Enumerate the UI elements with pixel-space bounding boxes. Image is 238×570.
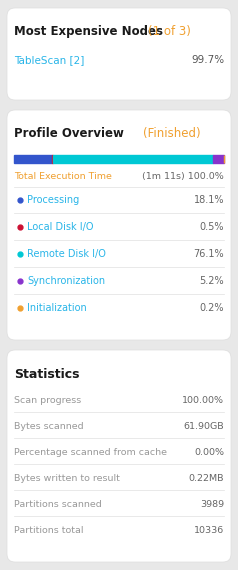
Text: Bytes written to result: Bytes written to result <box>14 474 120 483</box>
Text: 10336: 10336 <box>194 526 224 535</box>
Text: Remote Disk I/O: Remote Disk I/O <box>27 249 106 259</box>
Text: 100.00%: 100.00% <box>182 396 224 405</box>
Text: 0.22MB: 0.22MB <box>188 474 224 483</box>
Text: Profile Overview: Profile Overview <box>14 127 124 140</box>
Text: Total Execution Time: Total Execution Time <box>14 172 112 181</box>
Text: Scan progress: Scan progress <box>14 396 81 405</box>
Text: 0.5%: 0.5% <box>199 222 224 232</box>
Bar <box>53 155 213 163</box>
Text: Partitions scanned: Partitions scanned <box>14 500 102 509</box>
Text: Most Expensive Nodes: Most Expensive Nodes <box>14 25 163 38</box>
Bar <box>52 155 53 163</box>
Text: Synchronization: Synchronization <box>27 276 105 286</box>
Text: (Finished): (Finished) <box>143 127 201 140</box>
Bar <box>223 155 224 163</box>
Bar <box>14 155 52 163</box>
Text: Partitions total: Partitions total <box>14 526 84 535</box>
Bar <box>213 155 223 163</box>
Text: Local Disk I/O: Local Disk I/O <box>27 222 94 232</box>
Text: (1 of 3): (1 of 3) <box>148 25 191 38</box>
Text: 76.1%: 76.1% <box>193 249 224 259</box>
FancyBboxPatch shape <box>7 110 231 340</box>
Text: Statistics: Statistics <box>14 368 79 381</box>
Text: 0.2%: 0.2% <box>199 303 224 313</box>
FancyBboxPatch shape <box>7 8 231 100</box>
Text: 3989: 3989 <box>200 500 224 509</box>
Text: Initialization: Initialization <box>27 303 87 313</box>
Text: Bytes scanned: Bytes scanned <box>14 422 84 431</box>
Text: TableScan [2]: TableScan [2] <box>14 55 84 65</box>
Text: 0.00%: 0.00% <box>194 448 224 457</box>
Text: 18.1%: 18.1% <box>193 195 224 205</box>
Text: 99.7%: 99.7% <box>191 55 224 65</box>
Text: (1m 11s) 100.0%: (1m 11s) 100.0% <box>142 172 224 181</box>
Text: 61.90GB: 61.90GB <box>183 422 224 431</box>
Text: Percentage scanned from cache: Percentage scanned from cache <box>14 448 167 457</box>
Text: Processing: Processing <box>27 195 79 205</box>
Text: 5.2%: 5.2% <box>199 276 224 286</box>
FancyBboxPatch shape <box>7 350 231 562</box>
